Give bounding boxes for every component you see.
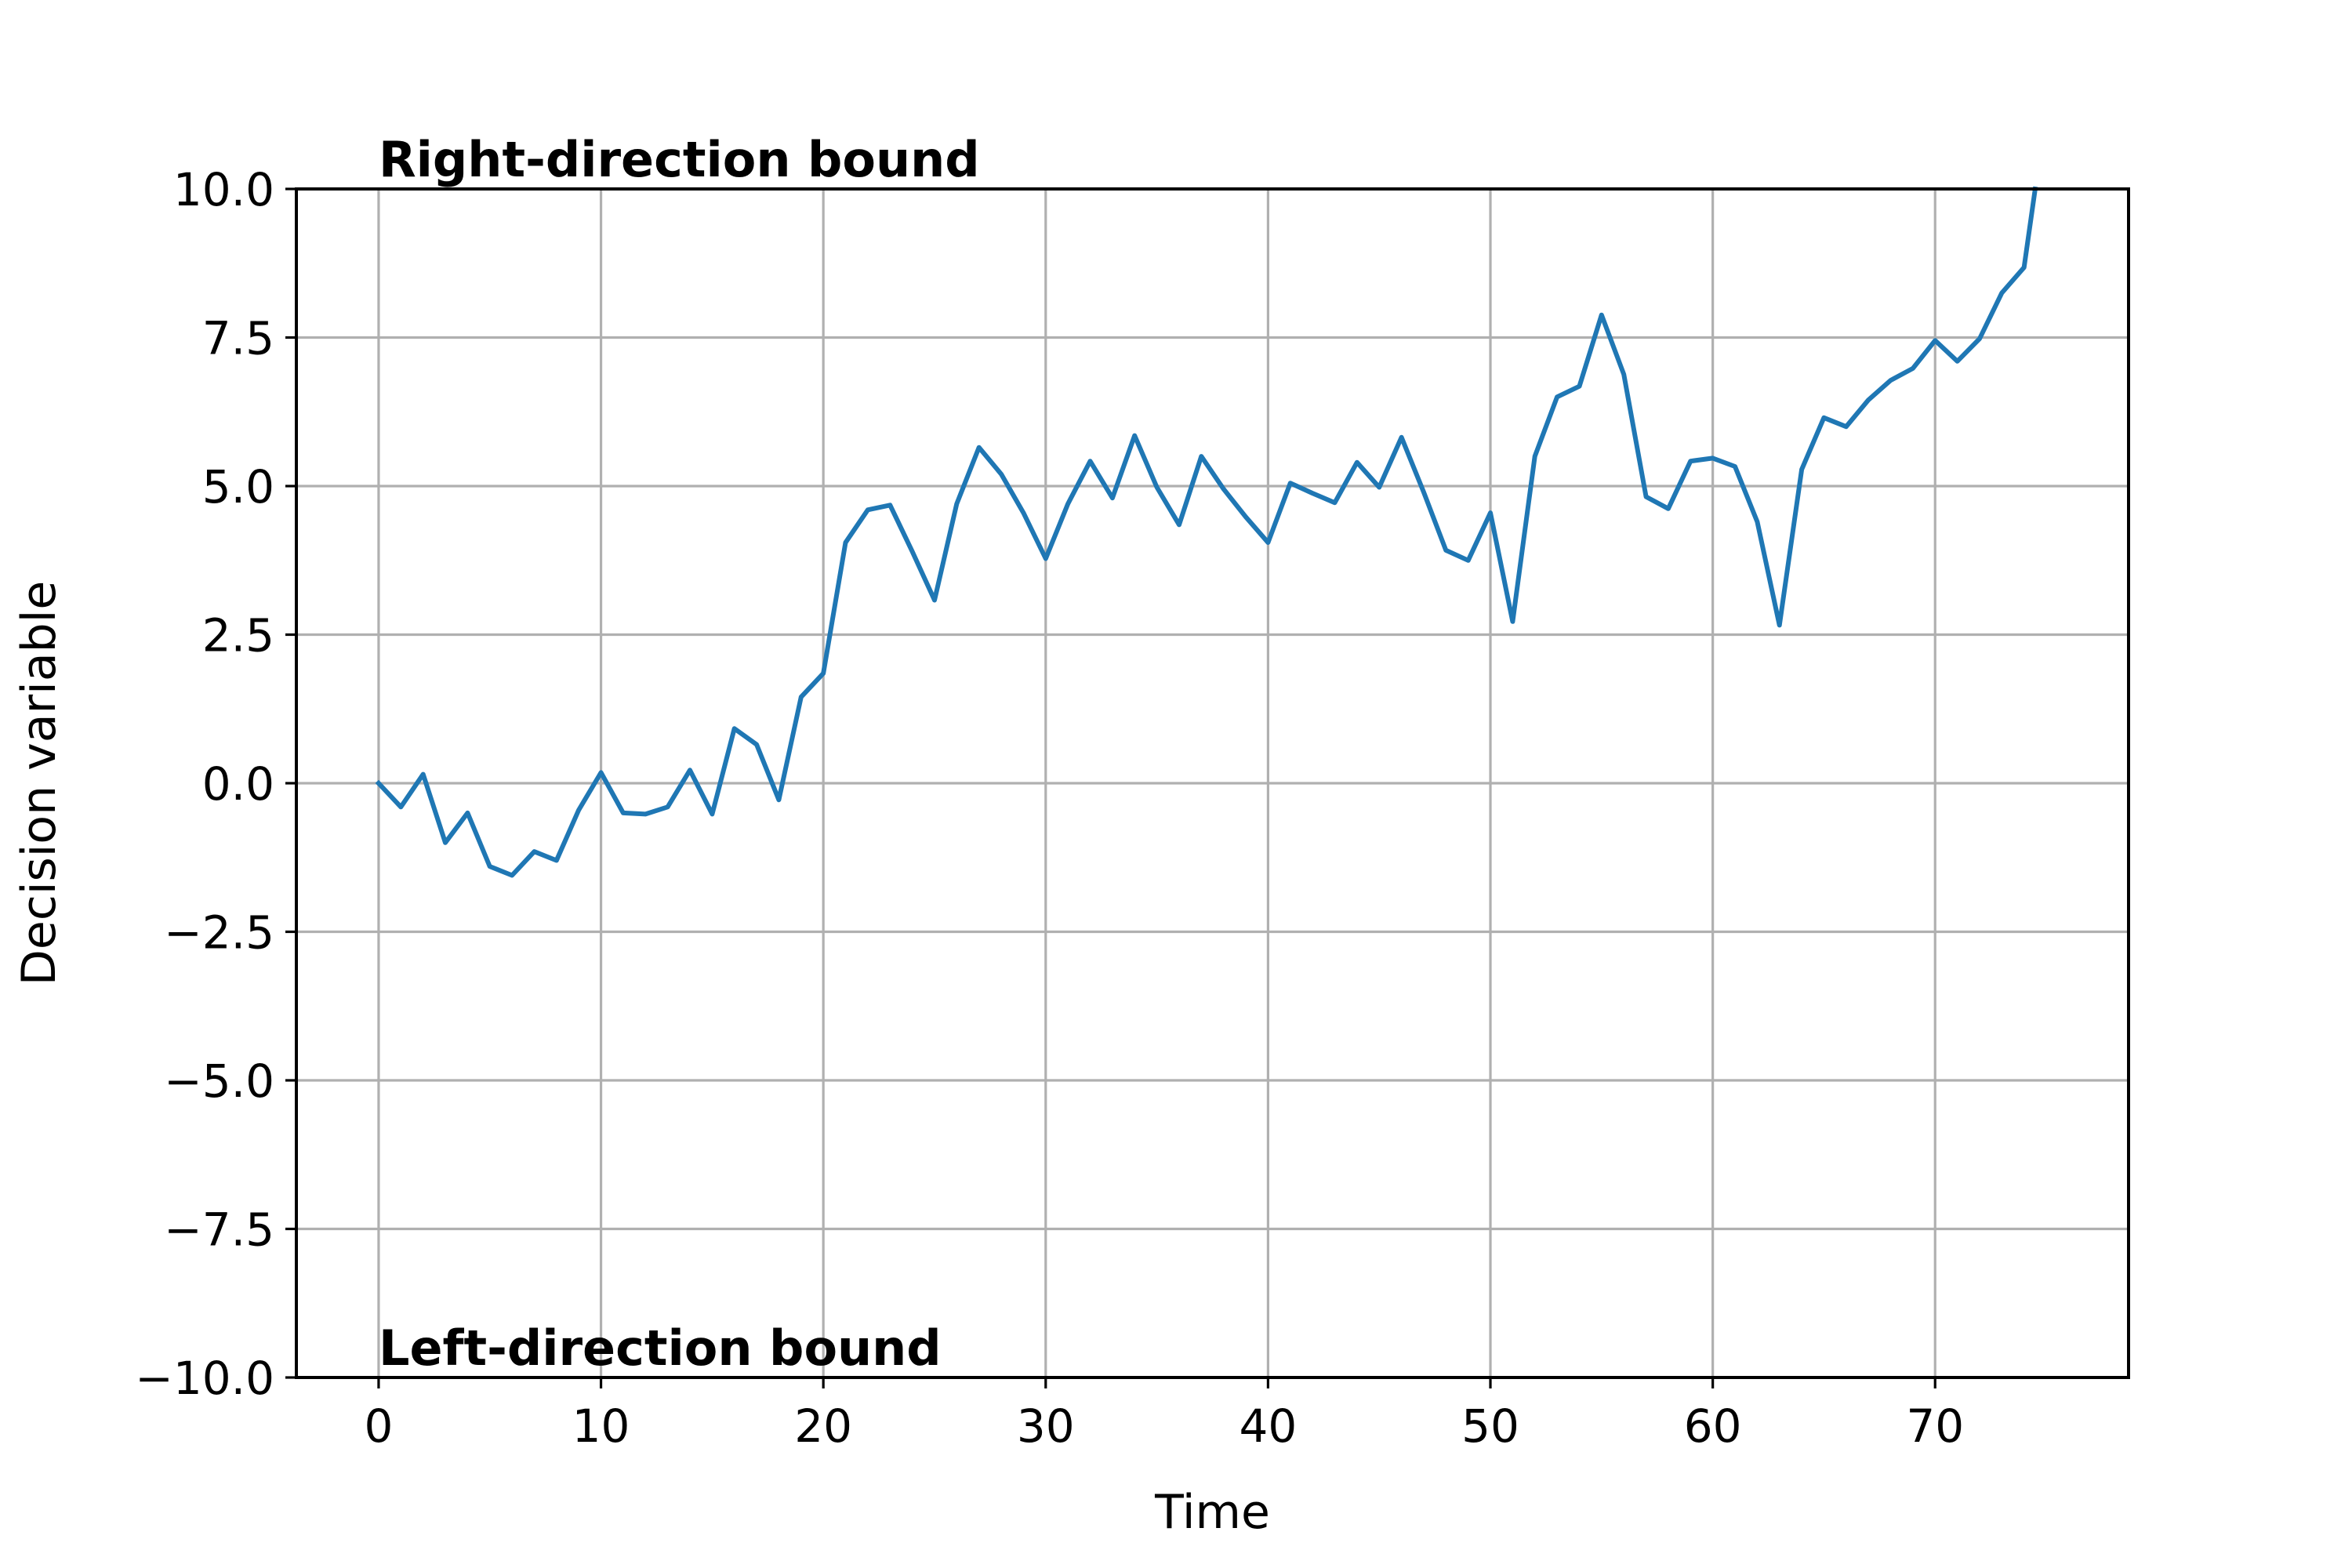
y-tick-label: 5.0 — [202, 460, 274, 514]
series-line — [375, 186, 2038, 878]
x-tick-label: 0 — [364, 1399, 393, 1453]
x-tick-label: 60 — [1684, 1399, 1742, 1453]
bound-annotation: Left-direction bound — [379, 1319, 942, 1377]
y-tick-label: 10.0 — [173, 163, 274, 216]
y-tick-label: 0.0 — [202, 757, 274, 811]
axis-ticks: 0 10 20 30 40 50 60 70 −10.0 −7.5 −5.0 −2.5 0.0 2.5 5.… — [135, 163, 1964, 1453]
x-tick-label: 10 — [572, 1399, 630, 1453]
x-tick-label: 30 — [1017, 1399, 1075, 1453]
bound-annotation: Right-direction bound — [379, 131, 980, 188]
x-tick-label: 50 — [1461, 1399, 1519, 1453]
x-axis-label: Time — [1154, 1485, 1270, 1540]
y-tick-label: −2.5 — [164, 906, 274, 960]
annotations: Right-direction bound Left-direction boun… — [379, 131, 980, 1377]
y-axis-label: Decision variable — [12, 581, 67, 986]
y-tick-label: −10.0 — [135, 1352, 274, 1405]
y-tick-label: −5.0 — [164, 1054, 274, 1108]
x-tick-label: 70 — [1906, 1399, 1964, 1453]
y-tick-label: 2.5 — [202, 609, 274, 662]
series-layer — [375, 186, 2038, 878]
x-tick-label: 20 — [794, 1399, 852, 1453]
y-tick-label: −7.5 — [164, 1203, 274, 1257]
x-tick-label: 40 — [1239, 1399, 1297, 1453]
y-tick-label: 7.5 — [202, 312, 274, 365]
